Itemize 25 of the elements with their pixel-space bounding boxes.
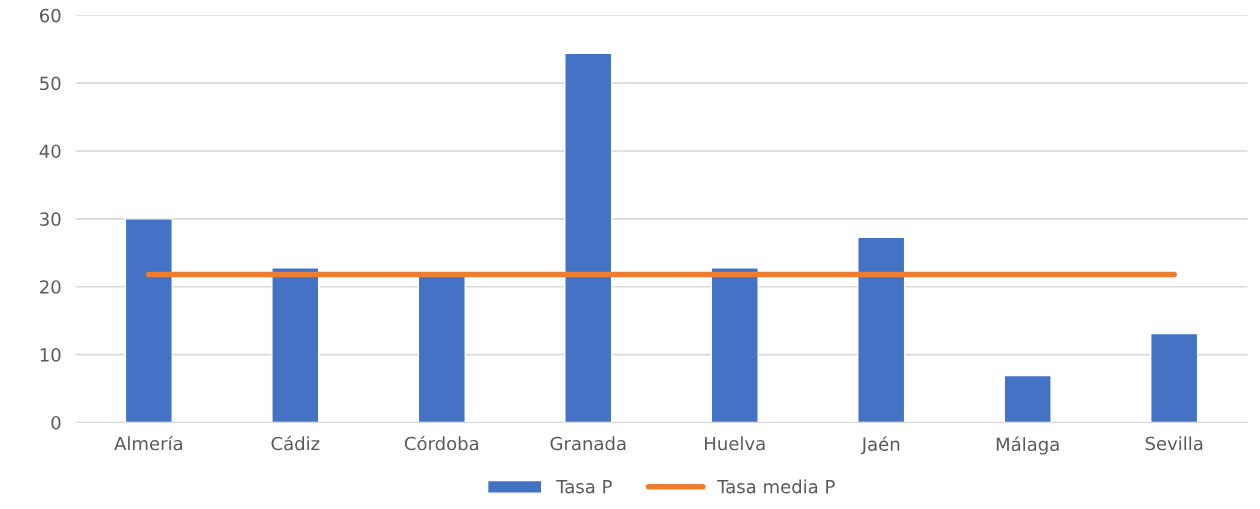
- y-tick-label: 20: [40, 280, 61, 294]
- y-tick-label: 60: [40, 8, 61, 23]
- x-tick-label: Huelva: [705, 436, 765, 451]
- bar: [1003, 374, 1052, 423]
- bar: [564, 52, 613, 423]
- y-tick-label: 30: [40, 212, 61, 226]
- bar: [710, 267, 759, 423]
- legend-label: Tasa media P: [717, 479, 835, 494]
- x-tick-label: Málaga: [996, 436, 1059, 455]
- y-tick-label: 0: [51, 415, 61, 430]
- legend-label: Tasa P: [556, 480, 612, 494]
- y-tick-label: 50: [40, 76, 61, 91]
- x-tick-label: Córdoba: [404, 435, 479, 451]
- y-tick-label: 10: [40, 348, 61, 362]
- x-tick-label: Cádiz: [271, 435, 320, 451]
- bar: [417, 274, 466, 423]
- bar: [271, 267, 320, 423]
- x-tick-label: Granada: [550, 436, 626, 451]
- bar: [124, 218, 173, 423]
- bar: [1150, 332, 1199, 423]
- x-tick-label: Jaén: [860, 436, 900, 455]
- x-tick-label: Sevilla: [1145, 436, 1203, 451]
- y-tick-label: 40: [39, 144, 61, 159]
- bar: [857, 236, 906, 423]
- x-tick-label: Almería: [114, 435, 182, 451]
